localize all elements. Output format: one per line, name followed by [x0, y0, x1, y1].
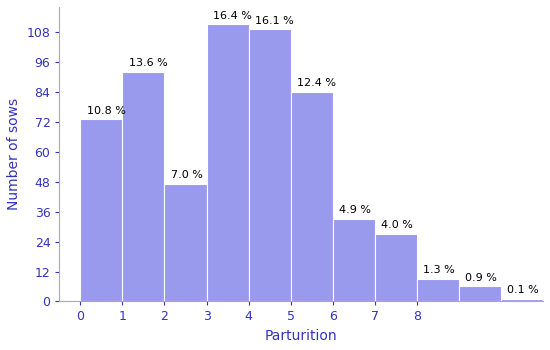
X-axis label: Parturition: Parturition: [265, 329, 337, 343]
Bar: [417, 279, 459, 301]
Text: 16.4 %: 16.4 %: [213, 10, 252, 21]
Text: 0.1 %: 0.1 %: [507, 285, 539, 295]
Text: 1.3 %: 1.3 %: [423, 265, 455, 275]
Text: 4.9 %: 4.9 %: [339, 205, 371, 215]
Bar: [375, 234, 417, 301]
Bar: [290, 92, 333, 301]
Bar: [123, 72, 164, 301]
Bar: [80, 119, 123, 301]
Text: 7.0 %: 7.0 %: [171, 170, 202, 180]
Bar: [333, 219, 375, 301]
Bar: [249, 29, 290, 301]
Text: 16.1 %: 16.1 %: [255, 16, 294, 26]
Y-axis label: Number of sows: Number of sows: [7, 98, 21, 210]
Text: 13.6 %: 13.6 %: [129, 58, 168, 68]
Text: 0.9 %: 0.9 %: [465, 273, 497, 283]
Text: 12.4 %: 12.4 %: [297, 78, 336, 88]
Text: 4.0 %: 4.0 %: [381, 220, 413, 230]
Bar: [207, 25, 249, 301]
Bar: [164, 184, 207, 301]
Bar: [501, 299, 543, 301]
Bar: [459, 287, 501, 301]
Text: 10.8 %: 10.8 %: [87, 105, 125, 116]
